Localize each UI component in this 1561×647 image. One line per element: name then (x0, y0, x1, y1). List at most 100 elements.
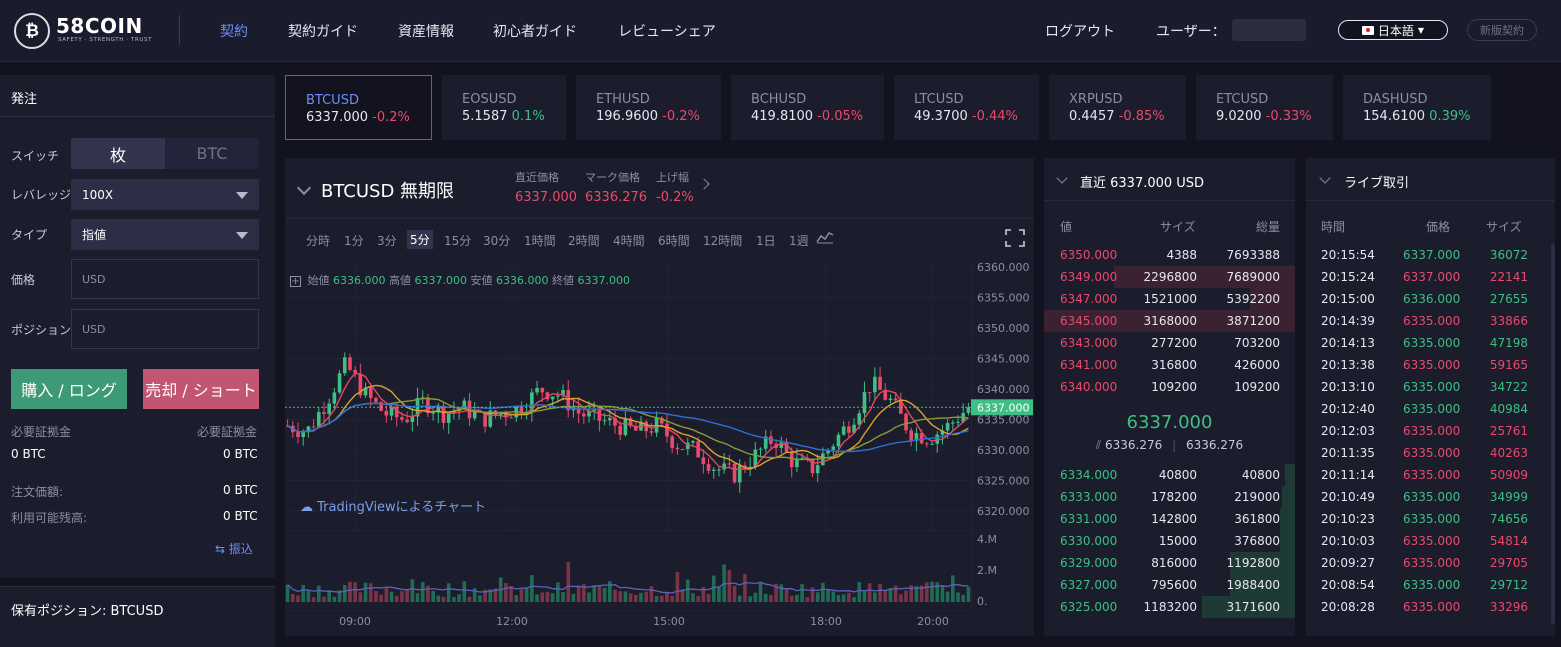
positions-title: 保有ポジション: BTCUSD (0, 586, 275, 647)
ask-row[interactable]: 6350.000 4388 7693388 (1044, 244, 1295, 266)
mark-price-label: マーク価格 (585, 171, 640, 184)
ticker-eosusd[interactable]: EOSUSD 5.1587 0.1% (442, 75, 566, 140)
price-chart[interactable] (285, 260, 971, 530)
trade-row: 20:11:35 6335.000 40263 (1306, 442, 1555, 464)
ask-row[interactable]: 6345.000 3168000 3871200 (1044, 310, 1295, 332)
timeframe-1[interactable]: 1分 (344, 234, 364, 248)
ticker-change: -0.05% (817, 109, 864, 124)
ask-row[interactable]: 6341.000 316800 426000 (1044, 354, 1295, 376)
sell-short-button[interactable]: 売却 / ショート (143, 369, 259, 409)
volume-bar (613, 589, 617, 602)
trade-row: 20:12:40 6335.000 40984 (1306, 398, 1555, 420)
timeframe-9[interactable]: 6時間 (658, 234, 690, 248)
ask-row[interactable]: 6343.000 277200 703200 (1044, 332, 1295, 354)
user-label: ユーザー： (1156, 24, 1226, 40)
timeframe-8[interactable]: 4時間 (613, 234, 645, 248)
buy-long-button[interactable]: 購入 / ロング (11, 369, 127, 409)
brand-name[interactable]: 58COIN (56, 14, 143, 38)
ticker-ltcusd[interactable]: LTCUSD 49.3700 -0.44% (894, 75, 1039, 140)
trade-size: 25761 (1489, 424, 1528, 438)
ask-row[interactable]: 6349.000 2296800 7689000 (1044, 266, 1295, 288)
trade-size: 29705 (1489, 556, 1528, 570)
book-total: 361800 (1234, 512, 1280, 526)
ticker-etcusd[interactable]: ETCUSD 9.0200 -0.33% (1196, 75, 1333, 140)
bid-row[interactable]: 6325.000 1183200 3171600 (1044, 596, 1295, 618)
trades-scrollbar[interactable] (1551, 244, 1555, 624)
candle-body (649, 431, 654, 433)
bid-row[interactable]: 6333.000 178200 219000 (1044, 486, 1295, 508)
volume-bar (618, 591, 623, 602)
candle-body (826, 449, 830, 454)
order-type-select[interactable]: 指値 (71, 219, 259, 250)
bid-row[interactable]: 6334.000 40800 40800 (1044, 464, 1295, 486)
volume-bar (950, 575, 955, 602)
price-input[interactable]: USD (71, 259, 259, 299)
candle-body (867, 392, 872, 394)
timeframe-11[interactable]: 1日 (756, 234, 776, 248)
switch-option-btc[interactable]: BTC (165, 138, 259, 169)
ticker-bchusd[interactable]: BCHUSD 419.8100 -0.05% (731, 75, 884, 140)
leverage-select[interactable]: 100X (71, 179, 259, 210)
volume-bar (431, 590, 435, 602)
price-tick: 6360.000 (977, 261, 1030, 274)
logout-link[interactable]: ログアウト (1045, 24, 1115, 40)
candle-body (368, 387, 373, 399)
price-axis[interactable]: 6360.000 6355.000 6350.000 6345.000 6340.000… (971, 260, 1034, 608)
ticker-dashusd[interactable]: DASHUSD 154.6100 0.39% (1343, 75, 1491, 140)
trade-price: 6335.000 (1403, 490, 1461, 504)
candle-body (727, 463, 732, 465)
volume-bar (878, 583, 882, 602)
bid-row[interactable]: 6331.000 142800 361800 (1044, 508, 1295, 530)
ticker-change: 0.1% (511, 109, 545, 124)
time-axis[interactable]: 09:00 12:00 15:00 18:00 20:00 (285, 610, 971, 636)
candle-body (607, 418, 612, 421)
transfer-link[interactable]: ⇆ 振込 (215, 540, 253, 557)
book-price: 6333.000 (1060, 490, 1118, 504)
timeframe-2[interactable]: 3分 (377, 234, 397, 248)
candle-body (810, 458, 815, 474)
nav-beginner-guide[interactable]: 初心者ガイド (493, 24, 577, 40)
fullscreen-icon[interactable] (1005, 229, 1025, 250)
timeframe-7[interactable]: 2時間 (568, 234, 600, 248)
position-input[interactable]: USD (71, 309, 259, 349)
volume-bar (524, 587, 529, 602)
volume-chart[interactable] (285, 530, 971, 610)
ticker-btcusd[interactable]: BTCUSD 6337.000 -0.2% (285, 75, 432, 140)
nav-review-share[interactable]: レビューシェア (618, 24, 716, 40)
volume-bar (914, 586, 919, 602)
volume-bar (436, 595, 441, 602)
bid-row[interactable]: 6329.000 816000 1192800 (1044, 552, 1295, 574)
logo-icon[interactable]: ₿ (14, 13, 50, 49)
volume-bar (462, 581, 467, 602)
timeframe-3[interactable]: 5分 (407, 230, 433, 249)
trade-size: 22141 (1489, 270, 1528, 284)
book-price: 6350.000 (1060, 248, 1118, 262)
timeframe-0[interactable]: 分時 (306, 234, 331, 248)
chart-title[interactable]: BTCUSD 無期限 (321, 181, 455, 202)
indicators-icon[interactable] (816, 230, 834, 247)
timeframe-6[interactable]: 1時間 (524, 234, 556, 248)
ticker-ethusd[interactable]: ETHUSD 196.9600 -0.2% (576, 75, 721, 140)
trade-row: 20:08:28 6335.000 33296 (1306, 596, 1555, 618)
nav-contract[interactable]: 契約 (220, 24, 248, 40)
bid-row[interactable]: 6327.000 795600 1988400 (1044, 574, 1295, 596)
timeframe-12[interactable]: 1週 (789, 234, 809, 248)
price-tick: 6345.000 (977, 353, 1030, 366)
new-version-button[interactable]: 新版契約 (1467, 19, 1537, 41)
collapse-icon[interactable]: + (290, 276, 301, 287)
nav-assets[interactable]: 資産情報 (398, 24, 454, 40)
ticker-xrpusd[interactable]: XRPUSD 0.4457 -0.85% (1049, 75, 1186, 140)
ask-row[interactable]: 6340.000 109200 109200 (1044, 376, 1295, 398)
trade-size: 40984 (1489, 402, 1528, 416)
transfer-label: 振込 (228, 542, 253, 556)
nav-contract-guide[interactable]: 契約ガイド (288, 24, 358, 40)
ask-row[interactable]: 6347.000 1521000 5392200 (1044, 288, 1295, 310)
switch-option-contracts[interactable]: 枚 (71, 138, 165, 169)
tradingview-watermark[interactable]: ☁ TradingViewによるチャート (300, 496, 486, 515)
timeframe-4[interactable]: 15分 (444, 234, 472, 248)
bid-row[interactable]: 6330.000 15000 376800 (1044, 530, 1295, 552)
language-select[interactable]: 日本語 ▼ (1338, 20, 1448, 40)
trade-row: 20:10:23 6335.000 74656 (1306, 508, 1555, 530)
timeframe-10[interactable]: 12時間 (703, 234, 743, 248)
timeframe-5[interactable]: 30分 (483, 234, 511, 248)
